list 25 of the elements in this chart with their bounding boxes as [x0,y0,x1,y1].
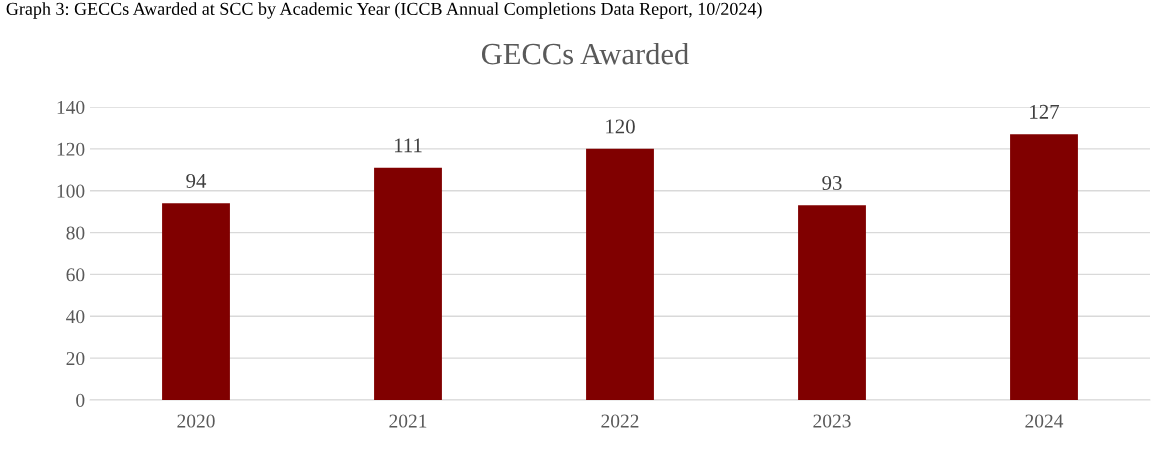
bar [586,148,654,400]
data-label: 111 [394,138,422,153]
y-tick-label: 140 [57,100,85,114]
x-tick-label: 2023 [813,414,851,428]
bar [162,203,230,400]
x-tick-label: 2020 [177,414,215,428]
y-tick-label: 80 [66,226,85,240]
caption: Graph 3: GECCs Awarded at SCC by Academic Year (ICCB Annual Completions Data Report, 10/2024) [6,2,762,19]
data-label: 94 [186,173,207,188]
bar [798,205,866,400]
y-tick-label: 100 [57,184,85,198]
bar [374,167,442,400]
y-tick-label: 60 [66,268,85,282]
chart-title: GECCs Awarded [481,42,689,65]
bar [1010,134,1078,400]
y-tick-label: 0 [76,393,85,407]
data-label: 93 [822,176,842,191]
x-tick-label: 2024 [1025,414,1064,428]
data-label: 127 [1030,104,1060,119]
data-label: 120 [606,119,635,134]
y-tick-label: 20 [66,351,85,366]
x-tick-label: 2021 [389,414,427,428]
x-tick-label: 2022 [601,414,639,428]
y-tick-label: 40 [66,310,85,324]
y-tick-label: 120 [57,142,85,156]
